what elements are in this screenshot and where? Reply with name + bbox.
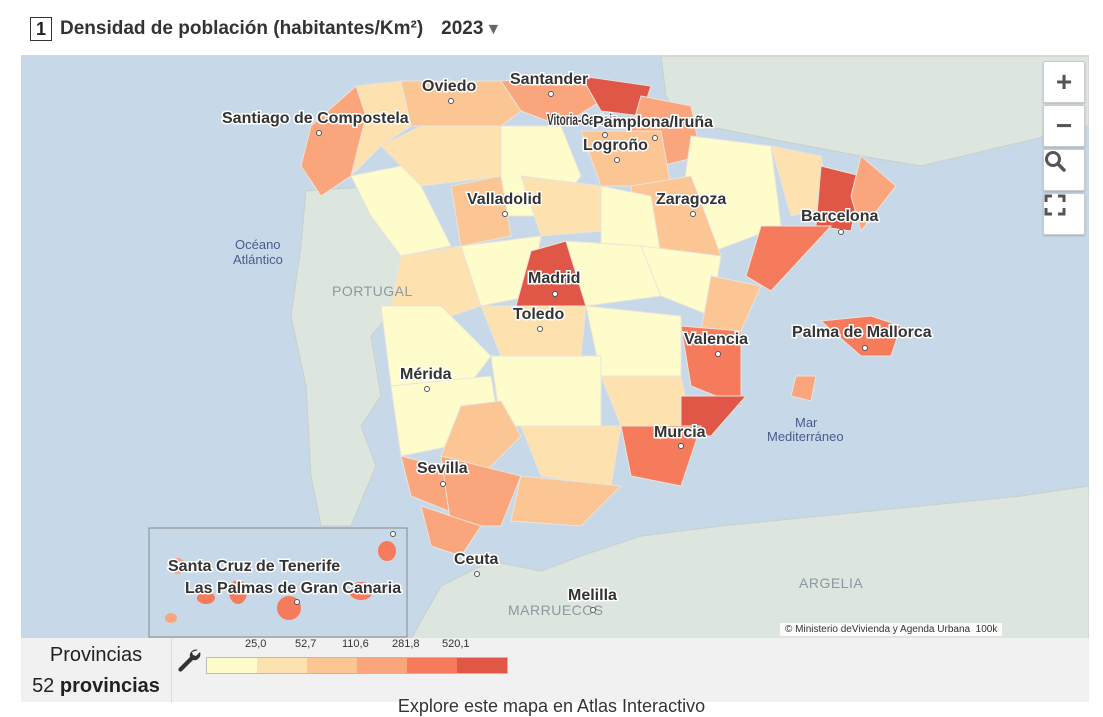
city-label: Logroño xyxy=(583,137,648,154)
legend-swatch xyxy=(307,658,357,673)
legend-break: 25,0 xyxy=(245,638,267,650)
scale-label: 100k xyxy=(975,624,998,635)
city-label: Vitoria-Gasteiz xyxy=(547,112,617,129)
legend-break: 520,1 xyxy=(442,638,470,650)
city-label: Las Palmas de Gran Canaria xyxy=(185,580,401,597)
zoom-out-button[interactable]: − xyxy=(1043,105,1085,147)
count-value: 52 xyxy=(32,675,55,697)
map-canvas[interactable]: PORTUGAL ARGELIA MARRUECOS Océano Atlánt… xyxy=(21,56,1089,639)
map-title: Densidad de población (habitantes/Km²) xyxy=(60,18,424,39)
count-unit: provincias xyxy=(59,675,160,697)
zoom-in-button[interactable]: + xyxy=(1043,61,1085,103)
legend-break: 110,6 xyxy=(342,638,369,650)
attribution-text: © Ministerio deVivienda y Agenda Urbana xyxy=(785,624,971,635)
sea-label-atlantic-1: Océano xyxy=(235,237,281,252)
city-label: Sevilla xyxy=(417,460,468,477)
city-label: Valencia xyxy=(684,331,748,348)
canary-islands[interactable] xyxy=(165,541,396,623)
fullscreen-button[interactable] xyxy=(1043,193,1085,235)
city-label: Mérida xyxy=(400,366,452,383)
map-view[interactable]: PORTUGAL ARGELIA MARRUECOS Océano Atlánt… xyxy=(21,55,1089,639)
city-label: Murcia xyxy=(654,424,706,441)
chevron-down-icon[interactable]: ▼ xyxy=(485,21,502,38)
map-number-badge: 1 xyxy=(30,17,52,41)
africa-land xyxy=(410,485,1089,639)
city-label: Madrid xyxy=(528,270,580,287)
city-label: Zaragoza xyxy=(656,191,726,208)
legend-break: 281,8 xyxy=(392,638,420,650)
spain-provinces[interactable] xyxy=(300,75,902,557)
country-label-marruecos: MARRUECOS xyxy=(508,602,604,618)
city-label: Santander xyxy=(510,71,588,88)
country-label-portugal: PORTUGAL xyxy=(332,283,413,299)
search-button[interactable] xyxy=(1043,149,1085,191)
sea-label-med-2: Mediterráneo xyxy=(767,429,844,444)
map-attribution: © Ministerio deVivienda y Agenda Urbana … xyxy=(780,623,1003,636)
city-label: Pamplona/Iruña xyxy=(593,114,713,131)
legend-swatch xyxy=(357,658,407,673)
legend-swatches xyxy=(206,657,508,674)
wrench-svg xyxy=(178,649,201,672)
city-label: Toledo xyxy=(513,306,564,323)
search-icon xyxy=(1045,151,1066,172)
layer-summary[interactable]: Provincias 52 provincias xyxy=(21,638,172,702)
wrench-icon[interactable] xyxy=(176,646,202,679)
legend-bar: Provincias 52 provincias 25,0 52,7 110,6… xyxy=(21,638,1089,702)
year-value[interactable]: 2023 xyxy=(441,18,484,39)
city-markers[interactable] xyxy=(294,91,868,613)
city-label: Ceuta xyxy=(454,551,499,568)
layer-group-label: Provincias xyxy=(49,644,143,666)
legend-swatch xyxy=(257,658,307,673)
city-label: Santa Cruz de Tenerife xyxy=(168,558,340,575)
city-label: Oviedo xyxy=(422,78,476,95)
map-header: 1 Densidad de población (habitantes/Km²)… xyxy=(30,14,501,44)
year-selector[interactable]: 2023 ▼ xyxy=(441,18,501,40)
layer-count: 52 provincias xyxy=(21,675,171,698)
city-label: Santiago de Compostela xyxy=(222,110,409,127)
legend-break: 52,7 xyxy=(295,638,317,650)
fullscreen-icon xyxy=(1044,194,1066,216)
sea-label-med-1: Mar xyxy=(795,415,818,430)
city-label: Melilla xyxy=(568,587,617,604)
city-label: Valladolid xyxy=(467,191,542,208)
legend-swatch xyxy=(207,658,257,673)
sea-label-atlantic-2: Atlántico xyxy=(233,252,283,267)
legend-swatch xyxy=(407,658,457,673)
city-label: Palma de Mallorca xyxy=(792,324,932,341)
country-label-argelia: ARGELIA xyxy=(799,575,863,591)
legend-swatch xyxy=(457,658,507,673)
city-label: Barcelona xyxy=(801,208,878,225)
